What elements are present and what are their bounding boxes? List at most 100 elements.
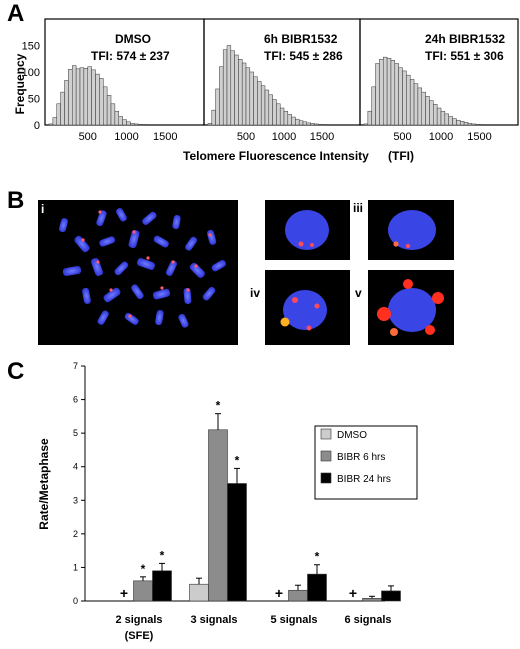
histogram-frame-24h: 24h BIBR1532 TFI: 551 ± 306 <box>359 18 519 126</box>
histogram-bar <box>234 54 239 126</box>
histogram-bar <box>283 110 289 126</box>
significance-star: * <box>160 548 165 562</box>
histogram-bar <box>87 66 92 126</box>
image-label-i: i <box>41 202 45 216</box>
histogram-bar <box>479 124 484 126</box>
y-tick-label: 6 <box>73 395 78 405</box>
histogram-bar <box>272 99 277 126</box>
y-tick-label: 0 <box>73 596 78 606</box>
histogram-y-ticks: 0 50 100 150 <box>22 41 40 133</box>
histogram-x-ticks: 500 1000 1500 500 1000 1500 500 1000 1500 <box>79 131 492 143</box>
histogram-bar <box>425 96 430 126</box>
plus-marker: + <box>275 585 283 601</box>
histogram-bar <box>48 123 54 126</box>
histogram-bar <box>110 103 116 126</box>
histogram-bar <box>379 59 384 126</box>
histogram-bar <box>130 123 135 126</box>
metaphase-chromosomes <box>58 208 226 328</box>
histogram-bar <box>383 56 388 126</box>
y-tick-label: 1 <box>73 562 78 572</box>
histogram-bar <box>257 81 262 126</box>
histogram-bar <box>456 119 461 126</box>
histogram-bar <box>134 123 139 126</box>
image-label-v: v <box>355 286 362 300</box>
histogram-tfi-24h: TFI: 551 ± 306 <box>425 49 504 63</box>
chromosome-closeup-ii: ii <box>265 200 350 260</box>
histogram-bar <box>106 95 112 126</box>
chromosome-closeup-iii <box>368 200 454 260</box>
category-label: 5 signals <box>270 614 317 626</box>
histogram-bar <box>95 73 100 126</box>
histogram-bar <box>475 124 480 126</box>
rate-bar <box>208 429 228 602</box>
histogram-bar <box>298 120 304 126</box>
histogram-x-tick: 1000 <box>272 131 296 143</box>
histogram-bar <box>460 121 465 126</box>
histogram-bar <box>371 86 376 126</box>
histogram-bar <box>79 67 85 126</box>
histogram-title-24h: 24h BIBR1532 <box>425 32 505 46</box>
histogram-bar <box>321 124 327 126</box>
histogram-bar <box>253 76 258 126</box>
histogram-bar <box>245 67 251 126</box>
histogram-x-tick: 500 <box>393 131 411 143</box>
histogram-bar <box>302 121 308 126</box>
histogram-bar <box>215 88 220 126</box>
histogram-bar <box>287 114 292 126</box>
histogram-bar <box>207 123 213 126</box>
histogram-bar <box>375 63 380 126</box>
rate-bar <box>288 589 308 602</box>
rate-bar <box>227 483 247 602</box>
histogram-bar <box>230 50 235 126</box>
histogram-bar <box>268 94 273 126</box>
histogram-bar <box>211 109 216 126</box>
histogram-title-6h: 6h BIBR1532 <box>264 32 338 46</box>
y-tick-label: 4 <box>73 462 78 472</box>
histogram-tfi-dmso: TFI: 574 ± 237 <box>91 49 170 63</box>
histogram-bar <box>222 49 228 126</box>
histogram-bar <box>409 79 415 126</box>
rate-bar <box>307 573 327 602</box>
rate-bars: + + + * * * * * <box>120 399 401 602</box>
histogram-bar <box>417 87 422 126</box>
category-label: 3 signals <box>190 614 237 626</box>
closeup-iv-art <box>280 290 327 331</box>
histogram-bar <box>238 59 243 126</box>
histogram-bar <box>241 62 247 126</box>
histogram-tfi-6h: TFI: 545 ± 286 <box>264 49 343 63</box>
panel-a-histograms: Frequency DMSO TFI: 574 ± 237 6h BIBR153… <box>13 18 519 163</box>
closeup-iii-art <box>388 210 436 250</box>
rate-category-labels: 2 signals (SFE) 3 signals 5 signals 6 signal… <box>115 614 391 642</box>
histogram-bar <box>137 124 143 126</box>
histogram-bar <box>91 69 96 126</box>
histogram-bar <box>219 66 224 126</box>
legend-swatch <box>320 472 332 484</box>
rate-bar <box>152 570 172 602</box>
chromosome-closeup-iv <box>265 270 350 345</box>
histogram-bar <box>386 57 392 126</box>
histogram-bar <box>467 123 473 126</box>
histogram-frame-dmso: DMSO TFI: 574 ± 237 <box>44 18 205 126</box>
histogram-bar <box>436 107 442 126</box>
panel-b-letter: B <box>7 187 25 214</box>
histogram-bar <box>60 91 65 126</box>
y-tick-label: 7 <box>73 361 78 371</box>
histogram-bar <box>463 122 469 126</box>
histogram-bar <box>249 71 254 126</box>
histogram-bar <box>433 104 438 126</box>
legend-label: DMSO <box>337 430 367 441</box>
histogram-bar <box>114 110 119 126</box>
histogram-y-tick: 150 <box>22 41 40 53</box>
rate-axis-label: Rate/Metaphase <box>37 438 51 530</box>
histogram-bar <box>52 117 57 126</box>
histogram-bar <box>440 110 446 126</box>
significance-star: * <box>315 550 320 564</box>
legend-label: BIBR 24 hrs <box>337 474 391 485</box>
histogram-bar <box>421 91 426 126</box>
histogram-bar <box>310 123 315 126</box>
histogram-bar <box>448 116 453 126</box>
rate-bar <box>133 580 153 602</box>
histogram-bar <box>406 74 411 126</box>
rate-bar <box>189 583 209 602</box>
significance-star: * <box>216 399 221 413</box>
